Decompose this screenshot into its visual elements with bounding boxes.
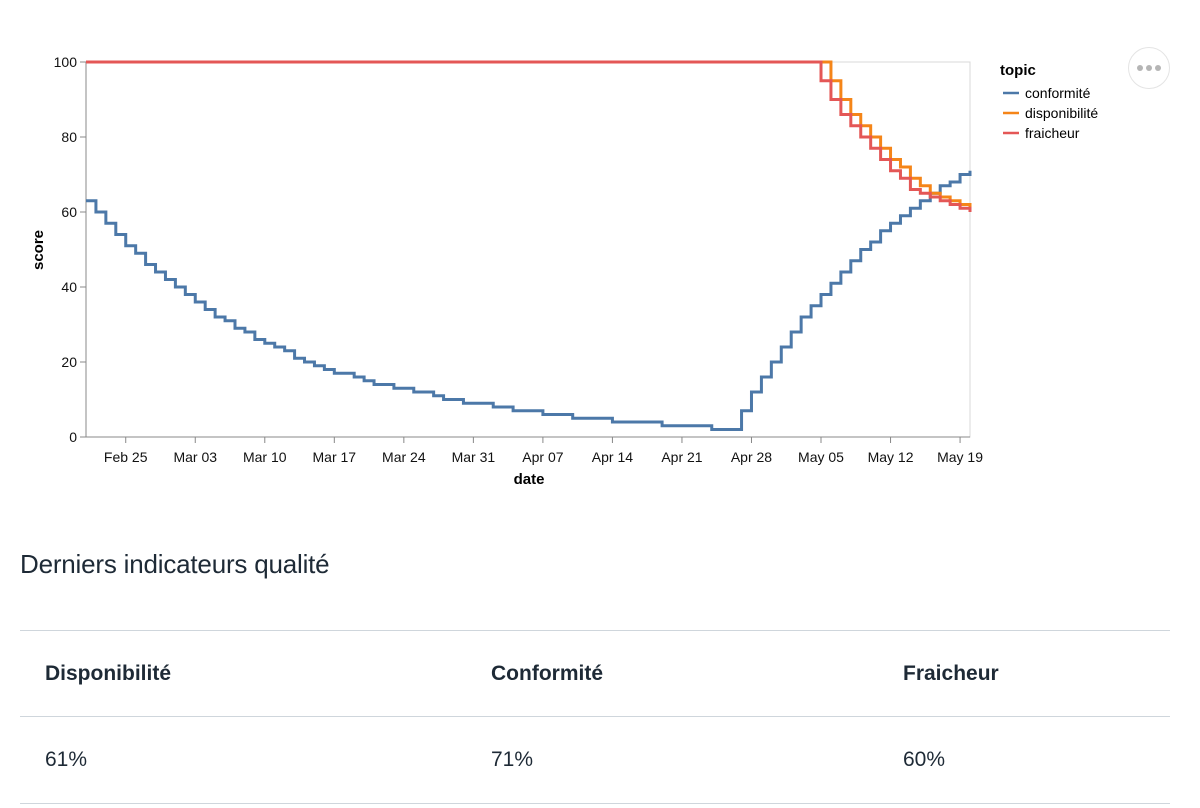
more-horizontal-icon	[1137, 65, 1143, 71]
table-header-row: Disponibilité Conformité Fraicheur	[20, 630, 1170, 717]
legend-item-label: disponibilité	[1025, 105, 1098, 121]
quality-indicators-table: Disponibilité Conformité Fraicheur 61% 7…	[20, 630, 1170, 804]
value-fraicheur: 60%	[878, 716, 1170, 804]
y-tick-label: 80	[61, 129, 77, 145]
x-axis-title: date	[514, 471, 545, 488]
x-tick-label: Apr 14	[592, 449, 633, 465]
value-disponibilite: 61%	[20, 716, 466, 804]
x-tick-label: Mar 03	[173, 449, 217, 465]
section-title: Derniers indicateurs qualité	[20, 549, 330, 579]
x-tick-label: May 19	[937, 449, 983, 465]
score-chart: 0 20 40 60 80 100 Feb 25 Mar 03 Mar 10 Mar 17 Mar…	[30, 54, 1098, 488]
x-tick-label: May 05	[798, 449, 844, 465]
legend-item-label: conformité	[1025, 85, 1091, 101]
more-horizontal-icon-dot	[1146, 65, 1152, 71]
table-row: 61% 71% 60%	[20, 716, 1170, 804]
more-horizontal-icon-dot	[1155, 65, 1161, 71]
x-tick-label: Mar 17	[313, 449, 357, 465]
plot-frame	[85, 61, 971, 438]
legend-item-label: fraicheur	[1025, 125, 1080, 141]
header-fraicheur: Fraicheur	[878, 630, 1170, 717]
legend: topic conformité disponibilité fraicheur	[1000, 62, 1098, 141]
y-tick-label: 60	[61, 204, 77, 220]
y-axis-title: score	[30, 230, 47, 270]
y-tick-label: 100	[54, 54, 78, 70]
x-tick-label: Mar 10	[243, 449, 287, 465]
series-line-disponibilité	[86, 60, 972, 209]
header-conformite: Conformité	[466, 630, 878, 717]
y-tick-label: 40	[61, 279, 77, 295]
x-tick-label: Apr 21	[661, 449, 702, 465]
chart-actions-button[interactable]	[1128, 47, 1170, 89]
x-tick-label: Apr 07	[522, 449, 563, 465]
y-tick-label: 20	[61, 354, 77, 370]
legend-title: topic	[1000, 62, 1036, 79]
x-axis: Feb 25 Mar 03 Mar 10 Mar 17 Mar 24 Mar 31 Apr …	[86, 436, 983, 465]
y-tick-label: 0	[69, 429, 77, 445]
x-tick-label: Apr 28	[731, 449, 772, 465]
series-line-fraicheur	[86, 60, 972, 212]
x-tick-label: May 12	[868, 449, 914, 465]
y-axis: 0 20 40 60 80 100	[54, 54, 87, 445]
header-disponibilite: Disponibilité	[20, 630, 466, 717]
series-line-conformité	[86, 170, 972, 431]
value-conformite: 71%	[466, 716, 878, 804]
series-lines	[86, 60, 972, 431]
plot-area	[85, 61, 971, 438]
x-tick-label: Mar 31	[452, 449, 496, 465]
x-tick-label: Feb 25	[104, 449, 148, 465]
x-tick-label: Mar 24	[382, 449, 426, 465]
